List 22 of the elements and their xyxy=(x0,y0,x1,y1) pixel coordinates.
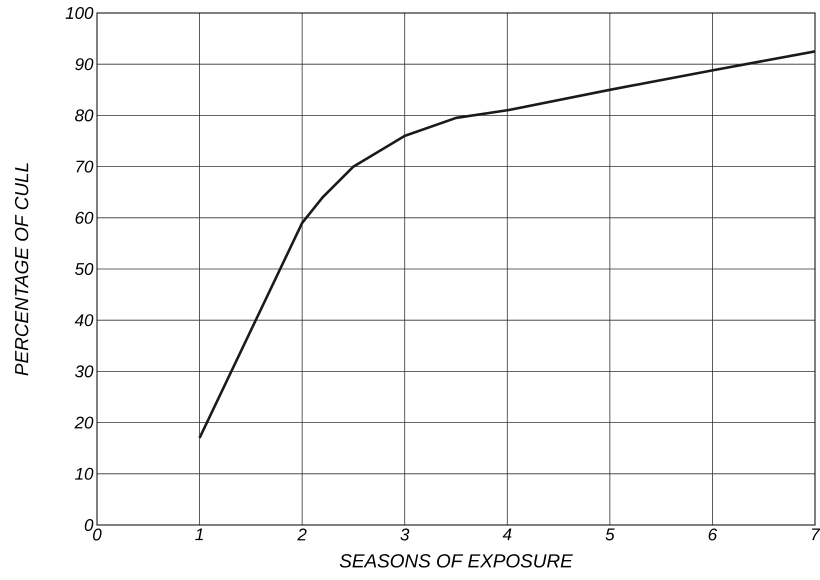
y-tick-label: 0 xyxy=(84,519,94,531)
y-tick-label: 100 xyxy=(66,6,94,19)
y-tick-label: 50 xyxy=(75,263,94,275)
x-tick-label: 1 xyxy=(195,528,203,540)
y-axis-title: PERCENTAGE OF CULL xyxy=(14,163,28,376)
x-tick-label: 4 xyxy=(502,528,512,540)
x-tick-label: 7 xyxy=(812,528,820,540)
y-tick-label: 90 xyxy=(75,58,94,70)
y-tick-label: 70 xyxy=(76,160,94,173)
y-tick-label: 80 xyxy=(75,109,94,122)
x-axis-title: SEASONS OF EXPOSURE xyxy=(340,554,573,568)
y-tick-label: 20 xyxy=(74,416,94,429)
x-tick-label: 5 xyxy=(606,528,615,540)
x-tick-label: 3 xyxy=(400,528,410,541)
y-tick-label: 30 xyxy=(75,365,94,378)
x-tick-label: 2 xyxy=(297,528,307,540)
y-tick-label: 10 xyxy=(75,468,94,480)
x-tick-label: 6 xyxy=(708,528,718,541)
y-tick-label: 60 xyxy=(76,212,94,224)
y-tick-label: 40 xyxy=(74,314,94,326)
line-series xyxy=(198,50,816,440)
x-tick-label: 0 xyxy=(93,528,102,541)
